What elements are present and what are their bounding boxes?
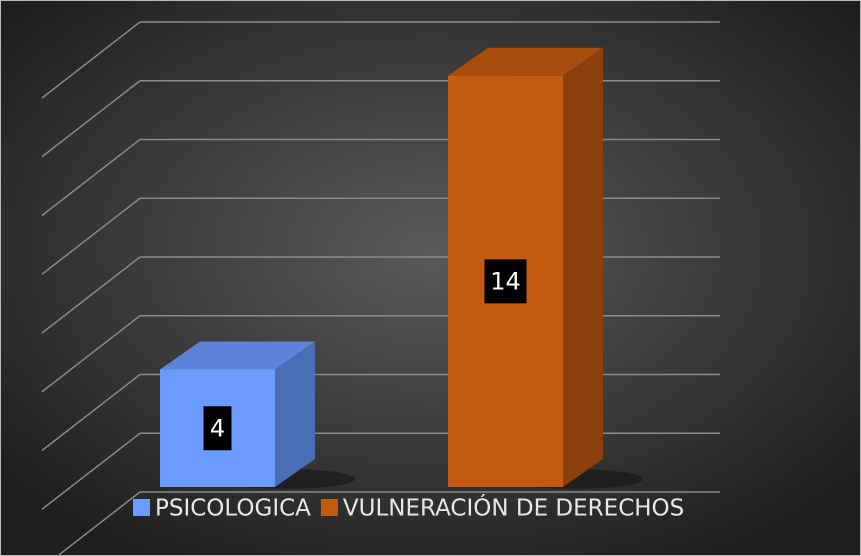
grid-line <box>41 21 141 99</box>
legend-swatch <box>133 499 150 516</box>
legend-label: VULNERACIÓN DE DERECHOS <box>343 494 684 522</box>
data-label: 4 <box>210 414 225 442</box>
grid-line <box>41 138 141 217</box>
data-label: 14 <box>490 267 521 295</box>
data-label-box <box>484 259 527 304</box>
legend: PSICOLOGICA VULNERACIÓN DE DERECHOS <box>133 494 684 522</box>
grid-line <box>41 432 141 510</box>
bar-side <box>563 47 603 487</box>
grid-line <box>41 315 141 393</box>
grid-line <box>41 256 141 334</box>
bar-top <box>160 341 315 370</box>
grid-line <box>56 491 141 556</box>
grid-line <box>41 80 141 158</box>
legend-label: PSICOLOGICA <box>155 496 311 522</box>
data-label-box <box>203 406 232 451</box>
bar-top <box>448 47 603 76</box>
legend-swatch <box>320 499 338 516</box>
grid-line <box>41 197 141 275</box>
bar-side <box>275 341 315 487</box>
grid-line <box>41 373 141 452</box>
grid <box>41 21 720 556</box>
bars: 4 14 <box>160 47 643 489</box>
